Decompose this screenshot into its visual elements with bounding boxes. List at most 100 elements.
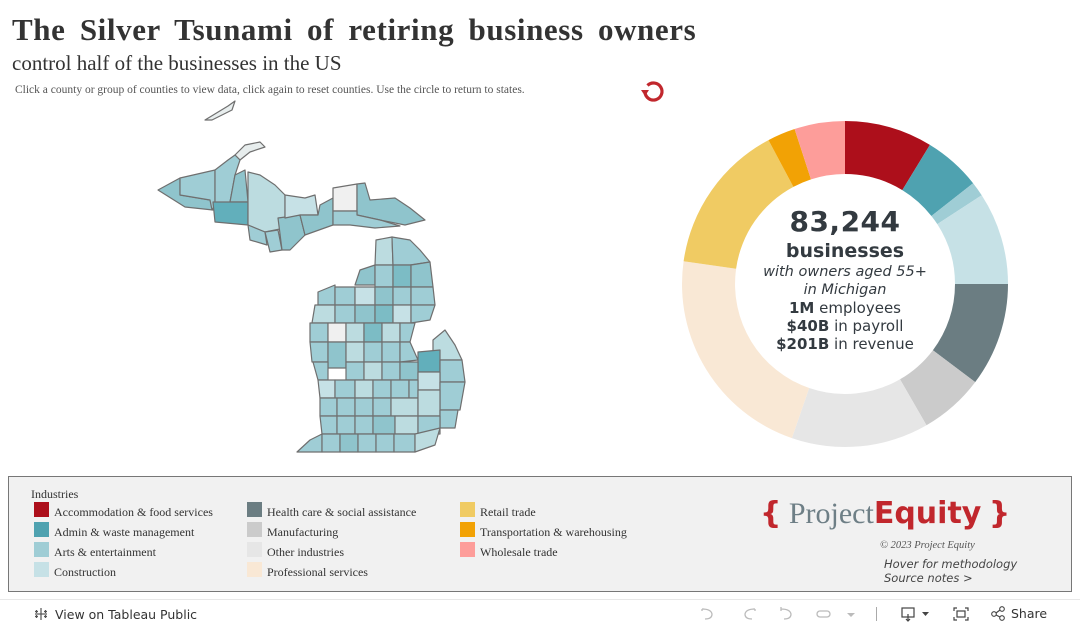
share-icon [991, 606, 1005, 621]
refresh-icon[interactable] [814, 605, 834, 623]
legend-item-other[interactable]: Other industries [247, 541, 416, 561]
download-dropdown-icon[interactable] [918, 605, 938, 623]
county-alcona [410, 286, 436, 306]
county-clare [363, 322, 383, 343]
county-lapeer [417, 371, 441, 391]
legend-item-manufacturing[interactable]: Manufacturing [247, 521, 416, 541]
county-ingham [372, 397, 392, 417]
legend-item-arts[interactable]: Arts & entertainment [34, 541, 213, 561]
donut-segment-manufacturing [900, 350, 976, 426]
county-missaukee [354, 304, 376, 324]
payroll-stat: $40B in payroll [786, 317, 904, 335]
county-roscommon [374, 304, 394, 324]
county-wexford [334, 304, 356, 324]
refresh-dropdown-icon[interactable] [842, 605, 862, 623]
county-lenawee [393, 433, 416, 453]
county-macomb [439, 409, 459, 429]
legend-item-wholesale[interactable]: Wholesale trade [460, 541, 627, 561]
county-iosco [410, 304, 436, 324]
revert-icon[interactable] [778, 605, 798, 623]
county-muskegon [317, 379, 336, 399]
county-kent [334, 379, 356, 399]
donut-center-summary: 83,244 businesses with owners aged 55+ i… [735, 205, 955, 353]
legend-item-professional[interactable]: Professional services [247, 561, 416, 581]
swatch-arts [34, 542, 49, 557]
donut-segment-construction [937, 195, 1008, 284]
legend-title: Industries [31, 487, 79, 501]
industry-donut-chart[interactable] [680, 119, 1010, 449]
fullscreen-icon[interactable] [951, 605, 971, 623]
county-hillsdale [375, 433, 395, 453]
donut-segment-other [791, 379, 927, 448]
county-benzie [311, 304, 336, 324]
legend-column-1: Accommodation & food services Admin & wa… [34, 501, 213, 581]
county-allegan [319, 415, 338, 435]
donut-segment-professional [682, 261, 810, 439]
instructions-text: Click a county or group of counties to v… [15, 84, 525, 96]
county-otsego-row [374, 264, 394, 288]
swatch-construction [34, 562, 49, 577]
tableau-logo-icon [35, 608, 47, 620]
legend-column-3: Retail trade Transportation & warehousin… [460, 501, 627, 561]
swatch-admin [34, 522, 49, 537]
revenue-stat: $201B in revenue [776, 335, 914, 353]
toolbar-separator [876, 607, 877, 621]
county-kalkaska [354, 286, 376, 306]
redo-icon[interactable] [738, 605, 758, 623]
business-label: businesses [785, 240, 905, 262]
county-genesee-north [399, 361, 419, 381]
county-leelanau [317, 284, 336, 306]
legend-item-transportation[interactable]: Transportation & warehousing [460, 521, 627, 541]
county-mecosta [345, 341, 365, 363]
county-mason [309, 341, 329, 363]
county-oakland [417, 389, 441, 417]
project-equity-logo: { ProjectEquity } [760, 496, 1011, 531]
county-jackson [372, 415, 396, 435]
county-oceana [312, 361, 329, 381]
tableau-toolbar: View on Tableau Public Share [0, 599, 1080, 627]
county-mackinac [332, 210, 401, 229]
county-isle-royale [204, 100, 236, 121]
county-ogemaw [392, 304, 412, 324]
legend-item-construction[interactable]: Construction [34, 561, 213, 581]
county-charlevoix [354, 264, 376, 286]
michigan-county-map[interactable] [150, 95, 480, 465]
swatch-wholesale [460, 542, 475, 557]
swatch-health [247, 502, 262, 517]
county-alpena [410, 261, 434, 288]
undo-icon[interactable] [699, 605, 719, 623]
donut-segment-health [932, 284, 1008, 383]
page-title: The Silver Tsunami of retiring business … [12, 12, 697, 47]
county-barry [336, 397, 356, 417]
legend-item-accommodation[interactable]: Accommodation & food services [34, 501, 213, 521]
county-cass [321, 433, 341, 453]
county-eaton [354, 397, 374, 417]
swatch-other [247, 542, 262, 557]
swatch-accommodation [34, 502, 49, 517]
county-crawford [374, 286, 394, 306]
county-montcalm [345, 361, 365, 381]
reset-to-states-icon[interactable] [639, 76, 667, 104]
county-oscoda [392, 286, 412, 306]
download-icon[interactable] [900, 605, 920, 623]
county-iron [212, 201, 249, 226]
donut-segment-accommodation [845, 121, 930, 191]
donut-segment-arts [931, 183, 982, 225]
swatch-retail [460, 502, 475, 517]
county-livingston [390, 397, 419, 417]
county-kalamazoo [336, 415, 356, 435]
county-gratiot [363, 361, 383, 381]
source-notes-link[interactable]: Source notes > [884, 571, 973, 585]
share-button[interactable]: Share [990, 605, 1047, 621]
methodology-link[interactable]: Hover for methodology [884, 557, 1018, 571]
county-luce [332, 183, 358, 212]
view-on-tableau-button[interactable]: View on Tableau Public [33, 606, 197, 622]
donut-segment-wholesale [794, 121, 845, 180]
county-midland [381, 341, 401, 363]
legend-item-health[interactable]: Health care & social assistance [247, 501, 416, 521]
legend-item-retail[interactable]: Retail trade [460, 501, 627, 521]
copyright-text: © 2023 Project Equity [880, 540, 975, 551]
county-monroe [414, 427, 441, 453]
legend-item-admin[interactable]: Admin & waste management [34, 521, 213, 541]
business-count: 83,244 [789, 205, 901, 238]
